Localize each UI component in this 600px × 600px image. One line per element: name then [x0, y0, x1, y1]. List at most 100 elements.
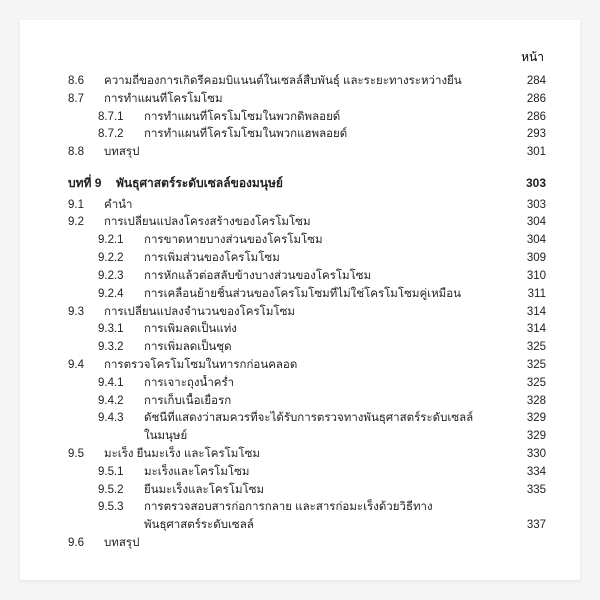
toc-entry-number: 9.4.1 — [98, 375, 136, 393]
toc-entry-title: การหักแล้วต่อสลับข้างบางส่วนของโครโมโซม — [136, 268, 517, 286]
toc-entry: 9.2.2การเพิ่มส่วนของโครโมโซม309 — [68, 250, 546, 268]
toc-page-number: 329 — [517, 428, 546, 446]
toc-page-number: 325 — [517, 357, 546, 375]
toc-entry-number: 9.2 — [68, 214, 96, 232]
chapter-number: บทที่ 9 — [68, 174, 108, 193]
toc-page-number: 337 — [517, 517, 546, 535]
toc-page-number: 286 — [517, 91, 546, 109]
toc-entry-title: การเปลี่ยนแปลงโครงสร้างของโครโมโซม — [96, 214, 517, 232]
toc-page-number: 334 — [517, 464, 546, 482]
toc-entry-title: การเพิ่มลดเป็นชุด — [136, 339, 517, 357]
toc-page-number: 328 — [517, 393, 546, 411]
toc-entry: 8.7.2การทำแผนที่โครโมโซมในพวกแฮพลอยด์293 — [68, 126, 546, 144]
toc-entry-number: 8.7.2 — [98, 126, 136, 144]
toc-entry-title: การตรวจสอบสารก่อการกลาย และสารก่อมะเร็งด… — [136, 499, 518, 517]
toc-entry: 9.5มะเร็ง ยีนมะเร็ง และโครโมโซม330 — [68, 446, 546, 464]
toc-entry: 8.7.1การทำแผนที่โครโมโซมในพวกดิพลอยด์286 — [68, 109, 546, 127]
toc-chapter: บทที่ 9พันธุศาสตร์ระดับเซลล์ของมนุษย์303 — [68, 174, 546, 193]
toc-entry-number: 9.4 — [68, 357, 96, 375]
toc-entry: 9.2.3การหักแล้วต่อสลับข้างบางส่วนของโครโ… — [68, 268, 546, 286]
toc-entry-number: 9.2.2 — [98, 250, 136, 268]
toc-page-number: 330 — [517, 446, 546, 464]
toc-page-number: 304 — [517, 214, 546, 232]
toc-page-number: 304 — [517, 232, 546, 250]
toc-page-number: 284 — [517, 73, 546, 91]
toc-entry-title: บทสรุป — [96, 144, 517, 162]
toc-entry-number: 9.2.3 — [98, 268, 136, 286]
toc-page-number: 329 — [517, 410, 546, 428]
toc-entry-title: การทำแผนที่โครโมโซมในพวกดิพลอยด์ — [136, 109, 517, 127]
toc-page-number: 311 — [518, 286, 546, 304]
table-of-contents: 8.6ความถี่ของการเกิดรีคอมบิแนนต์ในเซลล์ส… — [68, 73, 546, 553]
toc-entry-number: 9.5.3 — [98, 499, 136, 517]
toc-entry-title: ในมนุษย์ — [144, 428, 187, 446]
toc-entry-number: 9.4.3 — [98, 410, 136, 428]
toc-page-number: 314 — [517, 304, 546, 322]
toc-entry-number: 9.4.2 — [98, 393, 136, 411]
toc-entry-number: 9.3.2 — [98, 339, 136, 357]
toc-entry-number: 9.5.1 — [98, 464, 136, 482]
toc-entry-title: การเพิ่มลดเป็นแท่ง — [136, 321, 517, 339]
toc-entry-title: ดัชนีที่แสดงว่าสมควรที่จะได้รับการตรวจทา… — [136, 410, 517, 428]
toc-page-number: 303 — [516, 174, 546, 193]
toc-entry-number: 9.3 — [68, 304, 96, 322]
toc-entry: 8.8บทสรุป301 — [68, 144, 546, 162]
toc-page-number: 325 — [517, 375, 546, 393]
toc-entry-title: พันธุศาสตร์ระดับเซลล์ — [144, 517, 254, 535]
toc-entry-title: บทสรุป — [96, 535, 518, 553]
document-page: หน้า 8.6ความถี่ของการเกิดรีคอมบิแนนต์ในเ… — [20, 20, 580, 580]
toc-entry-title: การเคลื่อนย้ายชิ้นส่วนของโครโมโซมที่ไม่ใ… — [136, 286, 518, 304]
toc-entry: 9.4.3ดัชนีที่แสดงว่าสมควรที่จะได้รับการต… — [68, 410, 546, 428]
toc-entry: 9.3การเปลี่ยนแปลงจำนวนของโครโมโซม314 — [68, 304, 546, 322]
toc-entry: 9.1คำนำ303 — [68, 197, 546, 215]
toc-entry-number: 9.2.1 — [98, 232, 136, 250]
toc-entry: 9.3.1การเพิ่มลดเป็นแท่ง314 — [68, 321, 546, 339]
toc-entry-title: การทำแผนที่โครโมโซมในพวกแฮพลอยด์ — [136, 126, 517, 144]
toc-entry-title: การเจาะถุงน้ำคร่ำ — [136, 375, 517, 393]
toc-entry: 9.2การเปลี่ยนแปลงโครงสร้างของโครโมโซม304 — [68, 214, 546, 232]
toc-page-number: 301 — [517, 144, 546, 162]
toc-entry-title: การเก็บเนื้อเยื่อรก — [136, 393, 517, 411]
toc-entry-title: การเพิ่มส่วนของโครโมโซม — [136, 250, 517, 268]
toc-entry: 9.5.2ยีนมะเร็งและโครโมโซม335 — [68, 482, 546, 500]
toc-page-number: 286 — [517, 109, 546, 127]
toc-entry-number: 8.6 — [68, 73, 96, 91]
toc-entry-number: 8.8 — [68, 144, 96, 162]
toc-entry-title: การขาดหายบางส่วนของโครโมโซม — [136, 232, 517, 250]
toc-entry: 9.4การตรวจโครโมโซมในทารกก่อนคลอด325 — [68, 357, 546, 375]
toc-entry-number: 9.5 — [68, 446, 96, 464]
toc-entry-continuation: ในมนุษย์ 329 — [68, 428, 546, 446]
toc-entry-title: การเปลี่ยนแปลงจำนวนของโครโมโซม — [96, 304, 517, 322]
toc-entry: 9.4.1การเจาะถุงน้ำคร่ำ325 — [68, 375, 546, 393]
toc-entry-number: 9.5.2 — [98, 482, 136, 500]
toc-entry-number: 9.3.1 — [98, 321, 136, 339]
page-header: หน้า — [68, 48, 546, 67]
toc-entry: 8.7การทำแผนที่โครโมโซม286 — [68, 91, 546, 109]
toc-entry-number: 9.1 — [68, 197, 96, 215]
toc-page-number: 309 — [517, 250, 546, 268]
toc-entry: 9.2.1การขาดหายบางส่วนของโครโมโซม304 — [68, 232, 546, 250]
page-label: หน้า — [521, 48, 544, 67]
toc-entry: 9.6บทสรุป — [68, 535, 546, 553]
toc-entry: 9.5.1มะเร็งและโครโมโซม334 — [68, 464, 546, 482]
toc-entry: 9.5.3การตรวจสอบสารก่อการกลาย และสารก่อมะ… — [68, 499, 546, 517]
toc-page-number: 314 — [517, 321, 546, 339]
toc-entry-title: การทำแผนที่โครโมโซม — [96, 91, 517, 109]
toc-page-number: 335 — [517, 482, 546, 500]
toc-page-number: 325 — [517, 339, 546, 357]
toc-page-number: 310 — [517, 268, 546, 286]
toc-entry-title: ความถี่ของการเกิดรีคอมบิแนนต์ในเซลล์สืบพ… — [96, 73, 517, 91]
toc-entry-title: มะเร็งและโครโมโซม — [136, 464, 517, 482]
toc-entry-title: มะเร็ง ยีนมะเร็ง และโครโมโซม — [96, 446, 517, 464]
toc-entry-number: 8.7.1 — [98, 109, 136, 127]
toc-entry-continuation: พันธุศาสตร์ระดับเซลล์ 337 — [68, 517, 546, 535]
toc-entry: 9.4.2การเก็บเนื้อเยื่อรก328 — [68, 393, 546, 411]
toc-entry-number: 9.6 — [68, 535, 96, 553]
toc-entry-title: ยีนมะเร็งและโครโมโซม — [136, 482, 517, 500]
toc-entry-number: 9.2.4 — [98, 286, 136, 304]
toc-entry: 9.2.4การเคลื่อนย้ายชิ้นส่วนของโครโมโซมที… — [68, 286, 546, 304]
toc-page-number: 293 — [517, 126, 546, 144]
toc-entry-title: การตรวจโครโมโซมในทารกก่อนคลอด — [96, 357, 517, 375]
chapter-title: พันธุศาสตร์ระดับเซลล์ของมนุษย์ — [108, 174, 516, 193]
toc-entry: 8.6ความถี่ของการเกิดรีคอมบิแนนต์ในเซลล์ส… — [68, 73, 546, 91]
